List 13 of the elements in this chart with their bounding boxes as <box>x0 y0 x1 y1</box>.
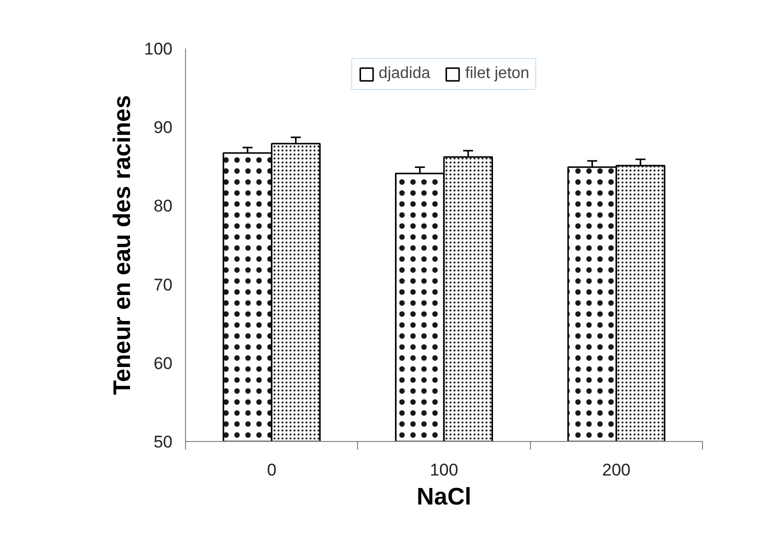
y-tick-label: 90 <box>154 118 173 138</box>
x-axis-title: NaCl <box>416 484 472 510</box>
x-tick-label: 0 <box>266 460 276 480</box>
y-tick-label: 60 <box>154 354 173 373</box>
y-axis-title: Teneur en eau des racines <box>109 95 136 395</box>
y-tick-label: 80 <box>154 196 173 216</box>
x-tick-label: 100 <box>430 460 458 480</box>
y-tick-label: 100 <box>144 40 173 58</box>
legend-label: djadida <box>378 65 430 83</box>
legend-label: filet jeton <box>465 65 530 83</box>
y-tick-label: 50 <box>154 432 173 452</box>
y-tick-label: 70 <box>154 275 173 294</box>
x-tick-label: 200 <box>602 460 631 480</box>
